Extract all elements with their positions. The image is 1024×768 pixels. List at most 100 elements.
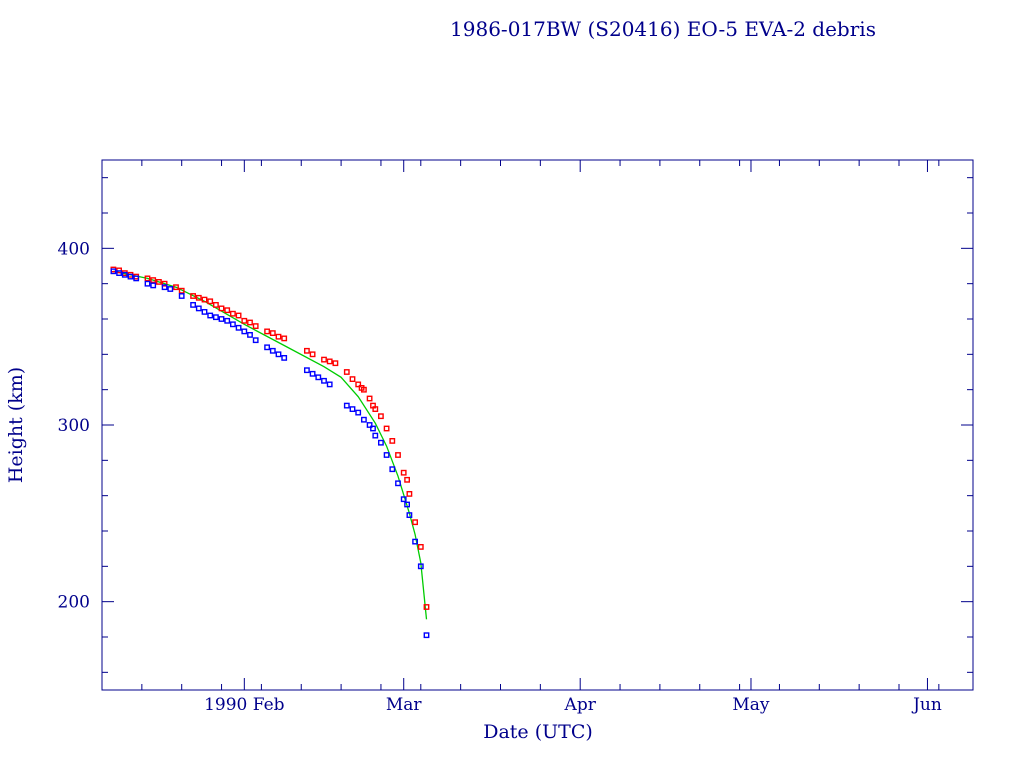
perigee-point [378,439,384,446]
apogee-point [395,452,401,458]
perigee-point [370,425,376,432]
apogee-point [321,356,327,363]
perigee-point [224,317,231,324]
plot-frame [101,159,974,691]
apogee-point [400,469,407,476]
perigee-point [241,328,248,335]
axis-ticks [101,160,973,690]
apogee-point [417,544,424,550]
apogee-point [361,386,367,393]
perigee-point [281,355,288,361]
apogee-point [349,376,356,382]
apogee-point [423,604,430,610]
apogee-point [326,358,333,365]
apogee-point [161,280,168,287]
perigee-point [212,314,219,321]
apogee-point [252,323,259,329]
perigee-point [201,309,208,315]
apogee-point [404,476,410,483]
apogee-point [378,413,384,420]
perigee-point [110,268,117,275]
x-tick-labels: 1990 Feb Mar Apr May Jun [204,695,942,715]
apogee-point [241,317,248,324]
x-tick-label: Jun [911,695,942,715]
perigee-point [395,480,401,487]
apogee-point [218,305,225,312]
perigee-point [116,270,123,276]
perigee-point [412,538,418,545]
perigee-point [309,370,316,377]
perigee-point [343,402,350,409]
y-tick-label: 400 [58,239,90,259]
apogee-point [275,333,282,340]
x-tick-label: Apr [564,695,597,715]
perigee-point [326,381,333,388]
perigee-point [127,273,134,280]
perigee-point [252,337,259,344]
perigee-point [383,452,390,458]
apogee-point [207,298,214,305]
data-points-group [110,266,430,639]
perigee-point [144,280,151,287]
apogee-point [212,302,219,308]
x-axis-label: Date (UTC) [483,721,593,743]
apogee-point [155,279,162,285]
apogee-point [406,491,413,497]
perigee-point [207,312,214,319]
apogee-point [281,335,288,342]
y-tick-label: 200 [58,593,90,613]
perigee-point [235,324,242,331]
perigee-point [161,284,168,291]
apogee-point [173,284,179,291]
apogee-point [229,310,236,317]
apogee-point [144,275,151,282]
perigee-point [315,374,322,381]
perigee-point [400,496,407,503]
perigee-point [389,466,396,473]
y-tick-labels: 200 300 400 [58,239,90,612]
perigee-point [133,275,140,282]
perigee-point [366,422,373,428]
apogee-point [150,277,157,283]
apogee-point [372,406,379,412]
y-tick-label: 300 [58,416,90,436]
apogee-point [304,347,310,354]
perigee-point [417,563,424,570]
perigee-point [406,512,413,519]
apogee-point [224,307,231,314]
perigee-point [423,632,430,639]
apogee-point [343,369,350,375]
perigee-point [178,293,185,299]
apogee-point [235,312,242,319]
apogee-point [247,319,253,326]
perigee-point [304,367,310,374]
perigee-point [229,321,236,328]
apogee-point [309,351,316,358]
apogee-point [383,425,390,432]
perigee-point [150,282,157,289]
apogee-point [178,287,185,294]
apogee-point [190,293,196,299]
y-axis-label: Height (km) [5,367,27,483]
perigee-point [195,305,202,312]
apogee-point [332,360,339,367]
perigee-point [218,316,225,322]
perigee-point [349,406,356,412]
apogee-point [195,294,202,301]
perigee-point [264,344,270,351]
x-tick-label: May [732,695,770,715]
perigee-point [321,377,327,384]
perigee-point [275,351,282,358]
chart-title: 1986-017BW (S20416) EO-5 EVA-2 debris [450,17,876,41]
perigee-point [167,286,174,292]
x-tick-label: 1990 Feb [204,695,285,715]
apogee-point [264,328,270,335]
apogee-point [389,438,396,444]
apogee-point [412,519,418,526]
perigee-point [121,271,128,278]
apogee-point [355,381,362,388]
perigee-point [190,302,196,308]
apogee-point [201,296,208,303]
apogee-point [269,330,276,336]
